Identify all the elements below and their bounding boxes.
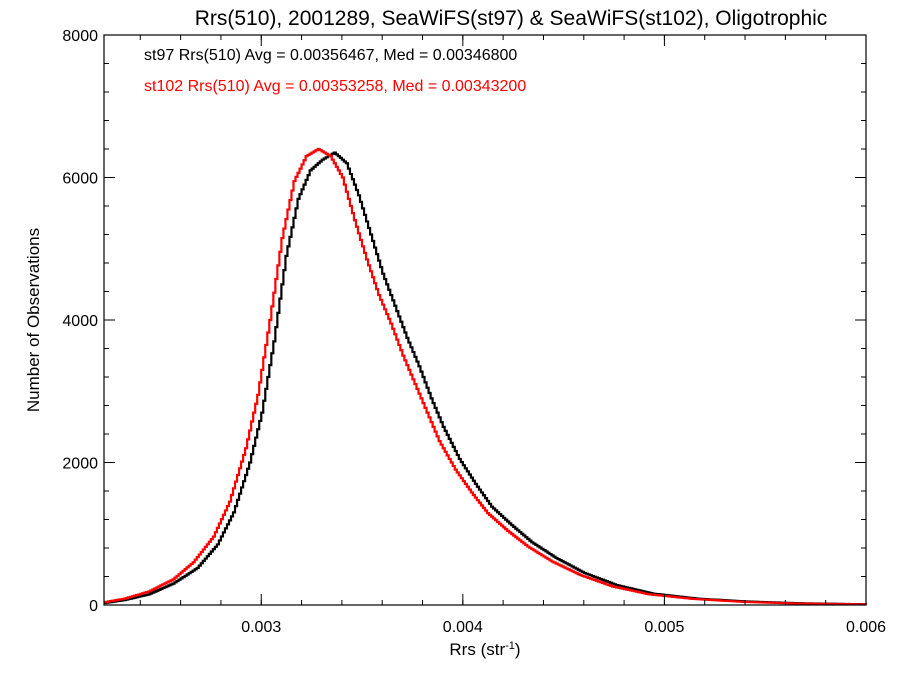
axis-ticks: 0.003 0.004 0.005 0.006 0 2000 4000 6000 8000 bbox=[62, 28, 886, 636]
x-axis-label-main: Rrs (str bbox=[449, 640, 505, 659]
x-tick-label-3: 0.006 bbox=[846, 619, 886, 636]
y-tick-label-1: 2000 bbox=[62, 456, 98, 473]
series-line-st97 bbox=[104, 151, 868, 606]
y-tick-label-0: 0 bbox=[89, 598, 98, 615]
y-tick-label-4: 8000 bbox=[62, 28, 98, 45]
x-axis-label-close: ) bbox=[515, 640, 521, 659]
legend-st102: st102 Rrs(510) Avg = 0.00353258, Med = 0… bbox=[144, 78, 526, 95]
x-tick-label-1: 0.004 bbox=[443, 619, 483, 636]
x-axis-label: Rrs (str-1) bbox=[449, 640, 520, 659]
x-tick-label-0: 0.003 bbox=[241, 619, 281, 636]
plot-lines bbox=[104, 147, 868, 606]
series-line-st102 bbox=[104, 147, 868, 606]
y-tick-label-2: 4000 bbox=[62, 313, 98, 330]
chart-title: Rrs(510), 2001289, SeaWiFS(st97) & SeaWi… bbox=[195, 7, 828, 30]
y-axis-label: Number of Observations bbox=[24, 228, 43, 412]
plot-frame bbox=[103, 34, 867, 606]
legend-st97: st97 Rrs(510) Avg = 0.00356467, Med = 0.… bbox=[144, 47, 517, 64]
y-tick-label-3: 6000 bbox=[62, 171, 98, 188]
x-tick-label-2: 0.005 bbox=[644, 619, 684, 636]
x-axis-label-superscript: -1 bbox=[505, 640, 515, 652]
